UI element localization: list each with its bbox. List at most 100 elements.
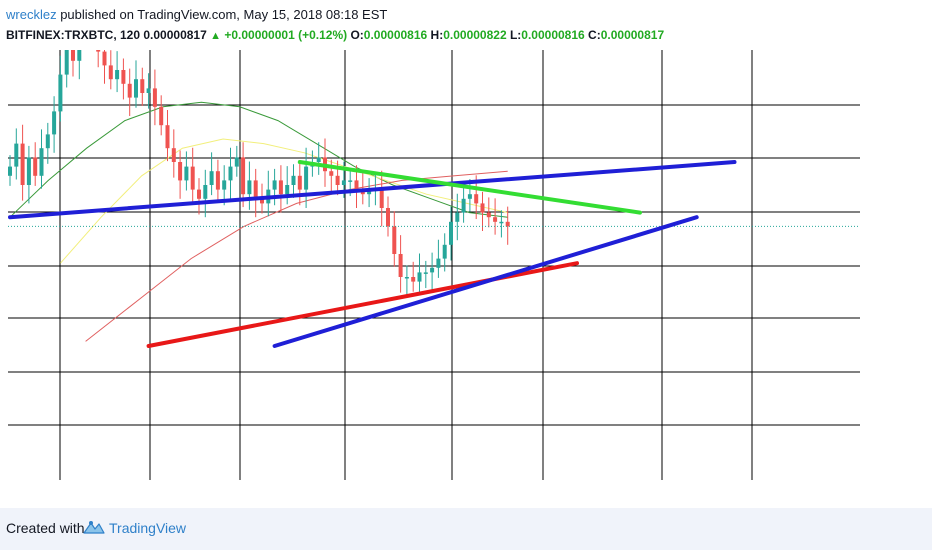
symbol-name: BITFINEX:TRXBTC, 120 bbox=[6, 28, 141, 42]
candle-body bbox=[39, 148, 44, 176]
candle-body bbox=[102, 51, 107, 66]
open-value: 0.00000816 bbox=[363, 28, 428, 42]
candle-body bbox=[108, 65, 113, 80]
close-value: 0.00000817 bbox=[600, 28, 665, 42]
tradingview-logo-icon[interactable] bbox=[82, 518, 106, 536]
published-text: published on TradingView.com, May 15, 20… bbox=[60, 7, 388, 22]
low-label: L: bbox=[509, 28, 522, 42]
candle-body bbox=[291, 175, 296, 185]
candle-body bbox=[190, 166, 195, 190]
candle-body bbox=[253, 180, 258, 199]
candle-body bbox=[234, 157, 239, 167]
tradingview-link[interactable]: TradingView bbox=[109, 520, 187, 536]
candle-body bbox=[304, 166, 309, 190]
candle-body bbox=[430, 267, 435, 273]
candle-body bbox=[493, 217, 498, 222]
candle-body bbox=[8, 166, 12, 176]
open-label: O: bbox=[350, 28, 364, 42]
candle-body bbox=[115, 70, 120, 80]
candle-body bbox=[96, 50, 101, 52]
publish-info: wrecklez published on TradingView.com, M… bbox=[6, 7, 387, 22]
candle-body bbox=[486, 212, 491, 218]
candle-body bbox=[449, 221, 453, 245]
candle-body bbox=[146, 88, 151, 93]
candle-body bbox=[33, 157, 38, 176]
up-arrow-icon: ▲ bbox=[210, 30, 221, 42]
candle-body bbox=[354, 180, 359, 190]
candle-body bbox=[184, 166, 189, 181]
symbol-info: BITFINEX:TRXBTC, 120 0.00000817 ▲ +0.000… bbox=[6, 28, 664, 42]
footer-bar: Created with TradingView bbox=[0, 508, 932, 550]
candle-body bbox=[272, 180, 277, 190]
candle-body bbox=[26, 157, 31, 185]
candle-body bbox=[197, 189, 201, 199]
candle-body bbox=[247, 180, 252, 195]
trendline-green bbox=[297, 160, 642, 215]
candle-body bbox=[127, 83, 132, 98]
candle-body bbox=[423, 272, 428, 274]
candle-body bbox=[417, 272, 422, 282]
candle-body bbox=[134, 79, 138, 98]
candle-body bbox=[45, 134, 50, 149]
candle-body bbox=[297, 175, 302, 190]
created-with-text: Created with bbox=[6, 520, 85, 536]
author-link[interactable]: wrecklez bbox=[6, 7, 57, 22]
candle-body bbox=[398, 254, 403, 277]
candle-body bbox=[404, 277, 409, 279]
candle-body bbox=[278, 180, 283, 195]
candle-body bbox=[140, 79, 145, 93]
moving-average-green bbox=[9, 101, 508, 218]
candle-body bbox=[52, 111, 57, 135]
candle-body bbox=[379, 189, 384, 208]
candle-body bbox=[335, 175, 340, 185]
price-chart[interactable] bbox=[0, 50, 932, 508]
candle-body bbox=[209, 171, 214, 185]
candle-body bbox=[71, 50, 75, 61]
candle-body bbox=[348, 180, 353, 182]
close-label: C: bbox=[588, 28, 601, 42]
candle-body bbox=[215, 171, 220, 190]
high-label: H: bbox=[430, 28, 444, 42]
candle-body bbox=[14, 143, 19, 167]
candle-body bbox=[121, 70, 126, 84]
last-price: 0.00000817 bbox=[143, 28, 207, 42]
trendline-blue bbox=[272, 215, 699, 348]
low-value: 0.00000816 bbox=[521, 28, 585, 42]
candle-body bbox=[171, 148, 176, 162]
candle-body bbox=[442, 244, 447, 259]
candle-body bbox=[20, 143, 25, 185]
candle-body bbox=[165, 125, 170, 149]
candle-body bbox=[178, 162, 183, 181]
candle-body bbox=[461, 198, 466, 213]
trendline-blue bbox=[8, 160, 737, 220]
candle-body bbox=[474, 194, 479, 204]
candle-body bbox=[505, 221, 510, 227]
candle-body bbox=[436, 258, 441, 268]
candle-body bbox=[329, 171, 334, 176]
candle-body bbox=[58, 74, 63, 112]
candle-body bbox=[222, 180, 227, 190]
candle-body bbox=[316, 157, 321, 162]
candle-body bbox=[159, 106, 164, 126]
candle-body bbox=[285, 185, 290, 195]
moving-average-yellow bbox=[60, 138, 508, 264]
candle-body bbox=[367, 189, 372, 195]
candle-body bbox=[203, 185, 208, 199]
candle-body bbox=[77, 50, 82, 61]
candle-body bbox=[152, 88, 157, 107]
header-bar: wrecklez published on TradingView.com, M… bbox=[0, 0, 932, 50]
candle-body bbox=[241, 157, 246, 195]
high-value: 0.00000822 bbox=[443, 28, 507, 42]
candle-body bbox=[341, 180, 346, 185]
price-change: +0.00000001 (+0.12%) bbox=[224, 28, 348, 42]
candle-body bbox=[64, 50, 69, 75]
candle-body bbox=[411, 277, 416, 282]
trendline-red bbox=[146, 261, 579, 348]
candle-body bbox=[260, 198, 264, 204]
candle-body bbox=[480, 203, 485, 213]
moving-average-red bbox=[85, 170, 508, 342]
candle-body bbox=[392, 226, 397, 254]
candle-body bbox=[499, 221, 504, 224]
candle-body bbox=[228, 166, 233, 181]
candle-body bbox=[467, 194, 472, 199]
